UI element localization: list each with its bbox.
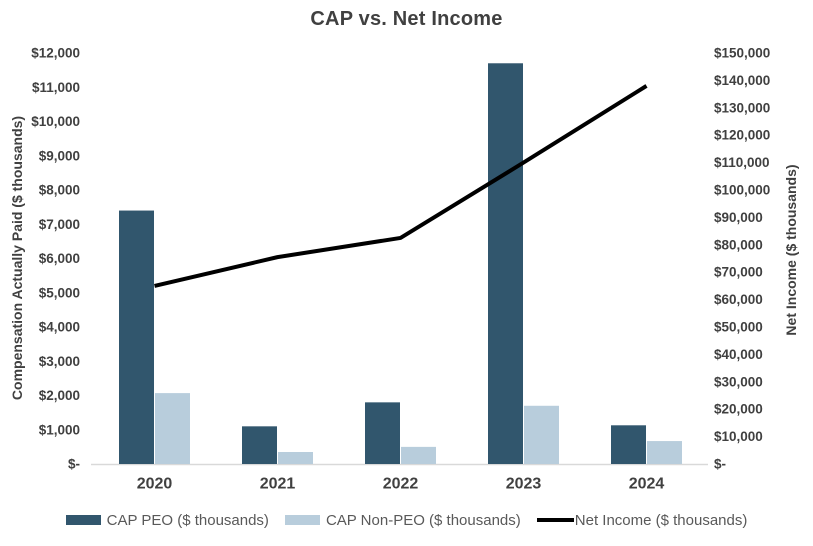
right-axis-tick-label: $100,000 (714, 183, 770, 198)
left-axis-tick-label: $5,000 (39, 285, 80, 300)
right-axis-tick-label: $90,000 (714, 210, 763, 225)
left-axis-tick-label: $3,000 (39, 354, 80, 369)
bar-cap-peo-2023 (488, 63, 523, 465)
bar-cap-peo-2021 (242, 426, 277, 464)
cap-peo-legend-swatch (65, 515, 101, 525)
bar-cap-non-peo-2020 (155, 393, 190, 464)
bar-cap-non-peo-2021 (278, 452, 313, 464)
right-axis-tick-label: $80,000 (714, 237, 763, 252)
right-axis-tick-label: $70,000 (714, 265, 763, 280)
right-axis-tick-label: $20,000 (714, 402, 763, 417)
x-axis-label-2021: 2021 (260, 476, 296, 493)
right-axis-tick-label: $40,000 (714, 347, 763, 362)
right-axis-tick-label: $- (714, 457, 726, 472)
bar-cap-non-peo-2022 (401, 446, 436, 464)
right-axis-tick-label: $10,000 (714, 429, 763, 444)
legend-item-cap-non-peo: CAP Non-PEO ($ thousands) (284, 511, 521, 529)
cap-non-peo-legend-label: CAP Non-PEO ($ thousands) (325, 511, 521, 529)
legend-item-net-income: Net Income ($ thousands) (536, 511, 748, 529)
right-axis-tick-label: $110,000 (714, 155, 770, 170)
left-axis-tick-label: $12,000 (31, 46, 80, 61)
cap-peo-legend-label: CAP PEO ($ thousands) (106, 511, 269, 529)
chart-title: CAP vs. Net Income (310, 8, 503, 30)
left-axis-tick-label: $10,000 (31, 114, 80, 129)
net-income-line (154, 84, 648, 288)
cap-non-peo-legend-swatch (284, 515, 320, 525)
x-axis-label-2023: 2023 (506, 476, 542, 493)
bar-cap-non-peo-2024 (647, 441, 682, 464)
right-axis-tick-label: $150,000 (714, 46, 770, 61)
x-axis-label-2022: 2022 (383, 476, 419, 493)
bar-cap-peo-2024 (611, 425, 646, 464)
left-axis-tick-label: $8,000 (39, 183, 80, 198)
right-axis-tick-label: $30,000 (714, 374, 763, 389)
left-axis-tick-label: $- (68, 457, 80, 472)
bar-cap-peo-2022 (365, 402, 400, 464)
left-axis-tick-label: $1,000 (39, 422, 80, 437)
bar-cap-non-peo-2023 (524, 405, 559, 464)
net-income-legend-line-icon (536, 518, 574, 522)
x-axis-label-2024: 2024 (629, 476, 665, 493)
left-axis-tick-label: $9,000 (39, 148, 80, 163)
right-axis-tick-label: $60,000 (714, 292, 763, 307)
left-axis-tick-label: $4,000 (39, 320, 80, 335)
left-axis-tick-label: $7,000 (39, 217, 80, 232)
right-axis-tick-label: $140,000 (714, 73, 770, 88)
net-income-legend-label: Net Income ($ thousands) (574, 511, 748, 529)
right-axis-tick-label: $120,000 (714, 128, 770, 143)
legend: CAP PEO ($ thousands) CAP Non-PEO ($ tho… (0, 505, 813, 535)
left-axis-tick-label: $2,000 (39, 388, 80, 403)
bar-cap-peo-2020 (119, 210, 154, 464)
right-axis-tick-label: $130,000 (714, 100, 770, 115)
left-axis-tick-label: $6,000 (39, 251, 80, 266)
left-axis-tick-label: $11,000 (32, 80, 80, 95)
legend-item-cap-peo: CAP PEO ($ thousands) (65, 511, 269, 529)
right-axis-tick-label: $50,000 (714, 320, 763, 335)
x-axis-label-2020: 2020 (137, 476, 173, 493)
